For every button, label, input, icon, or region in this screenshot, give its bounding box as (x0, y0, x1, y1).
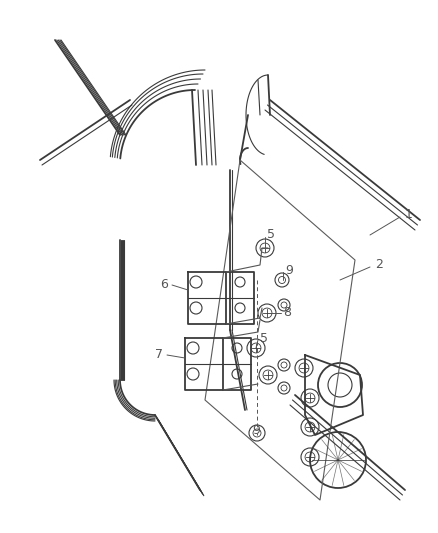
Text: 2: 2 (375, 259, 383, 271)
Text: 7: 7 (155, 349, 163, 361)
Text: 5: 5 (260, 332, 268, 344)
Text: 6: 6 (160, 279, 168, 292)
Text: 5: 5 (267, 229, 275, 241)
Text: 8: 8 (283, 305, 291, 319)
Text: 1: 1 (405, 208, 413, 222)
Text: 9: 9 (285, 263, 293, 277)
Text: 9: 9 (252, 424, 260, 437)
